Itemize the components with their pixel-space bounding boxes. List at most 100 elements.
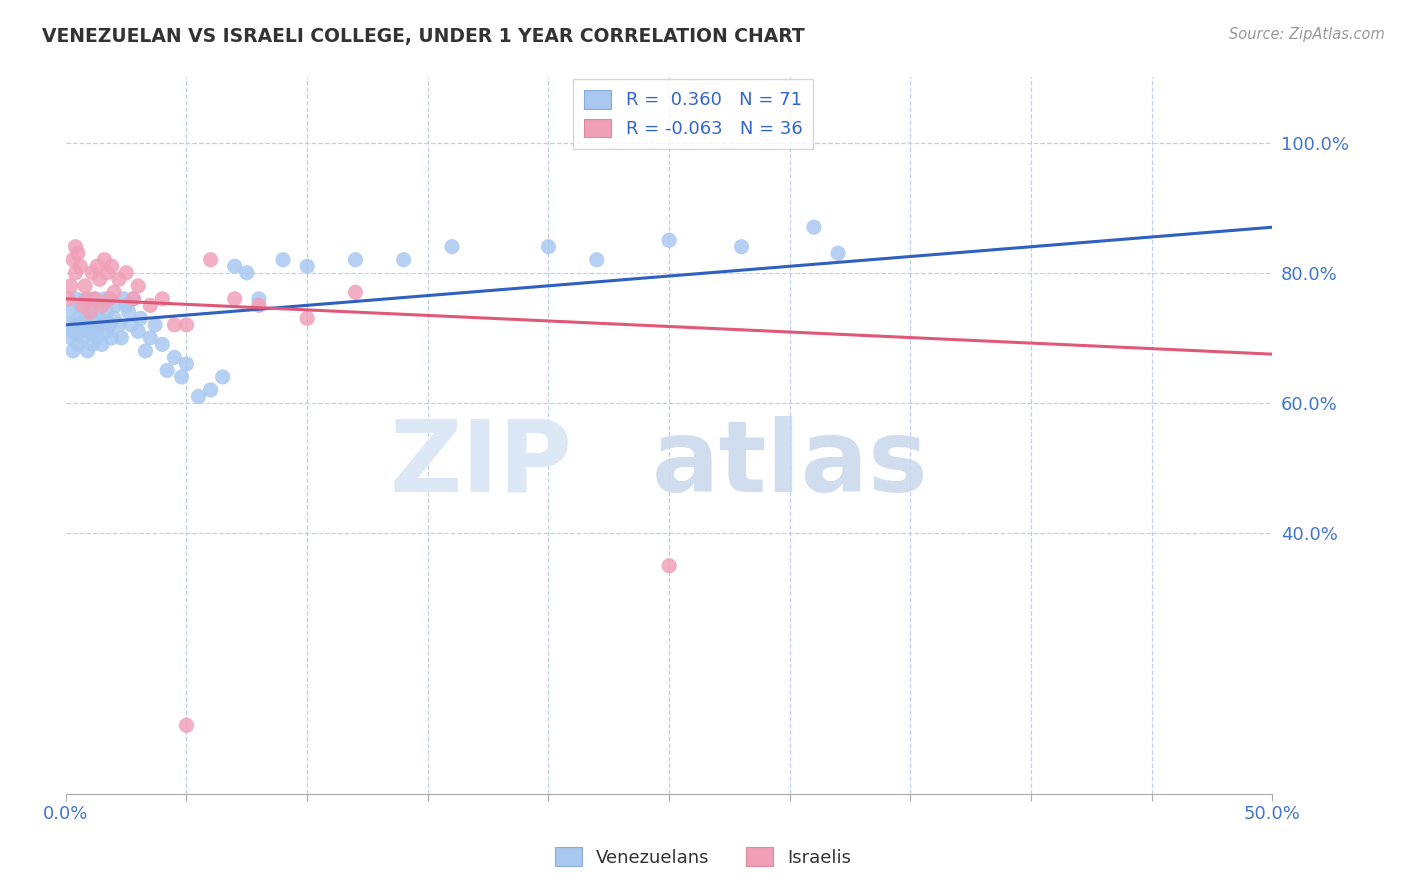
- Point: [150, 292, 173, 306]
- Point: [79, 305, 101, 319]
- Point: [236, 266, 259, 280]
- Point: [176, 357, 198, 371]
- Point: [585, 252, 607, 267]
- Point: [103, 311, 125, 326]
- Point: [827, 246, 849, 260]
- Point: [69, 260, 91, 274]
- Point: [91, 298, 114, 312]
- Point: [91, 318, 114, 332]
- Point: [66, 246, 89, 260]
- Point: [65, 318, 87, 332]
- Point: [96, 324, 118, 338]
- Point: [82, 311, 104, 326]
- Point: [100, 331, 122, 345]
- Legend: R =  0.360   N = 71, R = -0.063   N = 36: R = 0.360 N = 71, R = -0.063 N = 36: [574, 79, 813, 149]
- Point: [66, 311, 89, 326]
- Point: [75, 292, 97, 306]
- Point: [89, 298, 111, 312]
- Point: [176, 318, 198, 332]
- Point: [82, 266, 104, 280]
- Point: [89, 311, 111, 326]
- Point: [75, 311, 97, 326]
- Point: [98, 292, 121, 306]
- Point: [163, 351, 186, 365]
- Point: [89, 272, 111, 286]
- Point: [143, 318, 166, 332]
- Point: [803, 220, 825, 235]
- Point: [65, 266, 87, 280]
- Point: [163, 318, 186, 332]
- Point: [156, 363, 179, 377]
- Point: [79, 298, 101, 312]
- Point: [658, 233, 681, 247]
- Point: [730, 240, 752, 254]
- Point: [271, 252, 294, 267]
- Point: [59, 305, 82, 319]
- Point: [98, 318, 121, 332]
- Point: [83, 292, 105, 306]
- Point: [96, 305, 118, 319]
- Point: [134, 343, 156, 358]
- Point: [93, 318, 115, 332]
- Point: [65, 240, 87, 254]
- Point: [72, 331, 94, 345]
- Point: [295, 311, 318, 326]
- Point: [69, 324, 91, 338]
- Point: [65, 292, 87, 306]
- Text: VENEZUELAN VS ISRAELI COLLEGE, UNDER 1 YEAR CORRELATION CHART: VENEZUELAN VS ISRAELI COLLEGE, UNDER 1 Y…: [42, 27, 804, 45]
- Point: [122, 292, 145, 306]
- Point: [117, 305, 139, 319]
- Point: [139, 298, 162, 312]
- Point: [129, 311, 152, 326]
- Point: [127, 324, 149, 338]
- Text: Source: ZipAtlas.com: Source: ZipAtlas.com: [1229, 27, 1385, 42]
- Point: [122, 292, 145, 306]
- Point: [66, 337, 89, 351]
- Point: [100, 260, 122, 274]
- Point: [187, 389, 209, 403]
- Legend: Venezuelans, Israelis: Venezuelans, Israelis: [547, 840, 859, 874]
- Point: [105, 298, 128, 312]
- Point: [115, 266, 138, 280]
- Point: [127, 278, 149, 293]
- Point: [344, 252, 367, 267]
- Point: [344, 285, 367, 300]
- Point: [170, 370, 193, 384]
- Point: [76, 343, 98, 358]
- Point: [392, 252, 415, 267]
- Point: [75, 278, 97, 293]
- Point: [211, 370, 233, 384]
- Point: [76, 292, 98, 306]
- Point: [150, 337, 173, 351]
- Point: [108, 272, 131, 286]
- Point: [120, 318, 142, 332]
- Point: [62, 324, 84, 338]
- Point: [247, 298, 270, 312]
- Text: ZIP: ZIP: [389, 416, 572, 513]
- Point: [110, 331, 132, 345]
- Point: [93, 292, 115, 306]
- Point: [72, 318, 94, 332]
- Text: atlas: atlas: [651, 416, 928, 513]
- Point: [108, 318, 131, 332]
- Point: [72, 298, 94, 312]
- Point: [115, 298, 138, 312]
- Point: [59, 278, 82, 293]
- Point: [295, 260, 318, 274]
- Point: [59, 331, 82, 345]
- Point: [96, 266, 118, 280]
- Point: [537, 240, 560, 254]
- Point: [58, 292, 80, 306]
- Point: [224, 260, 246, 274]
- Point: [247, 292, 270, 306]
- Point: [103, 285, 125, 300]
- Point: [440, 240, 463, 254]
- Point: [91, 337, 114, 351]
- Point: [83, 324, 105, 338]
- Point: [58, 318, 80, 332]
- Point: [83, 292, 105, 306]
- Point: [86, 318, 108, 332]
- Point: [200, 383, 222, 397]
- Point: [76, 324, 98, 338]
- Point: [200, 252, 222, 267]
